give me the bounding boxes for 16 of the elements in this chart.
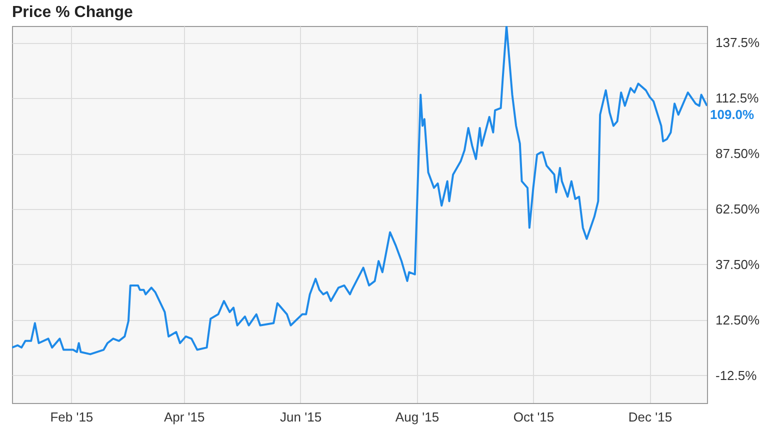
y-tick-label: 12.50%: [716, 312, 760, 328]
x-tick-label: Dec '15: [628, 410, 672, 424]
x-tick-label: Oct '15: [513, 410, 554, 424]
y-tick-label: 112.5%: [716, 90, 760, 106]
annotation: 109.0%: [710, 106, 755, 122]
y-tick-label: 62.50%: [716, 201, 760, 216]
chart-title: Price % Change: [12, 4, 134, 21]
line-series: [12, 26, 707, 356]
x-tick-label: Jun '15: [280, 410, 322, 424]
y-tick-label: 37.50%: [716, 256, 760, 272]
x-tick-label: Apr '15: [164, 410, 205, 424]
x-tick-label: Feb '15: [50, 410, 94, 424]
x-tick-label: Aug '15: [395, 410, 440, 424]
y-tick-label: 137.5%: [716, 35, 760, 50]
y-tick-label: 87.50%: [716, 146, 760, 162]
y-tick-label: -12.5%: [716, 368, 758, 383]
